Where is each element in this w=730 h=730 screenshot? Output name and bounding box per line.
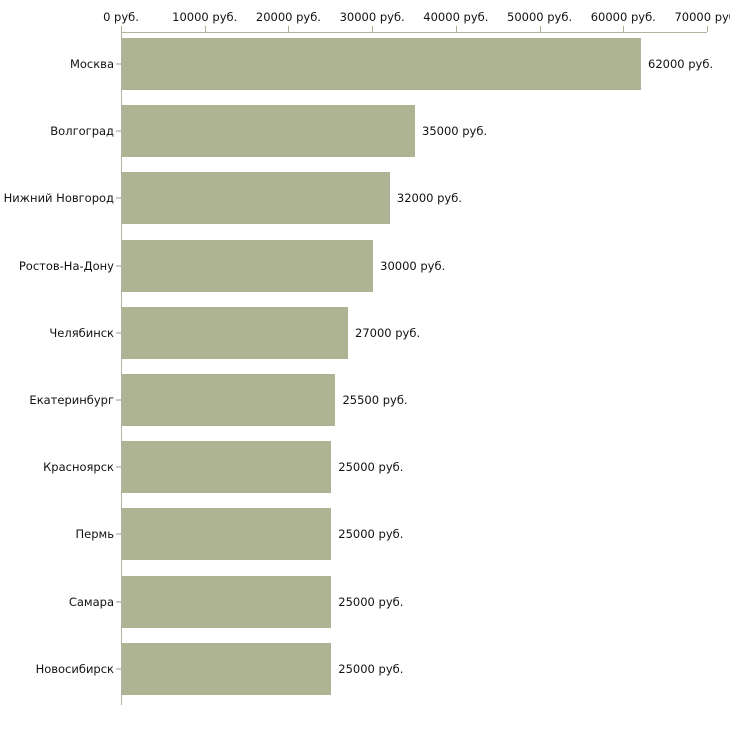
x-axis-tick-label: 10000 руб. (172, 10, 238, 24)
bar-value-label: 35000 руб. (422, 124, 488, 139)
bar (122, 306, 349, 359)
y-axis-tick (116, 466, 121, 468)
y-axis-category-label: Волгоград (50, 124, 114, 139)
bar-value-label: 25000 руб. (338, 661, 404, 676)
y-axis-tick (116, 668, 121, 670)
bar (122, 374, 336, 426)
x-axis-tick-label: 0 руб. (103, 10, 139, 24)
y-axis-category-label: Екатеринбург (29, 393, 114, 407)
x-axis-tick (288, 26, 290, 32)
x-axis-tick (372, 26, 374, 32)
y-axis-tick (116, 63, 121, 65)
bar (122, 239, 374, 292)
x-axis-tick (455, 26, 457, 32)
bar-value-label: 32000 руб. (396, 191, 462, 206)
y-axis-tick (116, 265, 121, 267)
x-axis-tick (623, 26, 625, 32)
bar (122, 105, 415, 158)
bar-value-label: 25500 руб. (342, 393, 408, 407)
y-axis-category-label: Ростов-На-Дону (18, 258, 114, 273)
y-axis-category-label: Новосибирск (35, 661, 114, 676)
y-axis-tick (116, 399, 121, 401)
x-axis-line (121, 32, 707, 33)
bar-value-label: 30000 руб. (380, 258, 446, 273)
y-axis-tick (116, 130, 121, 132)
bar (122, 508, 332, 561)
y-axis-line (121, 32, 122, 705)
y-axis-category-label: Челябинск (49, 325, 114, 340)
y-axis-category-label: Нижний Новгород (3, 191, 114, 206)
x-axis-tick-label: 60000 руб. (590, 10, 656, 24)
y-axis-tick (116, 533, 121, 535)
x-axis-tick-label: 70000 руб. (674, 10, 730, 24)
y-axis-tick (116, 197, 121, 199)
bar (122, 38, 642, 90)
x-axis-tick-label: 40000 руб. (423, 10, 489, 24)
x-axis-tick (204, 26, 206, 32)
bar (122, 441, 332, 494)
bar-value-label: 27000 руб. (355, 325, 421, 340)
bar-value-label: 25000 руб. (338, 594, 404, 609)
bar (122, 642, 332, 695)
x-axis-tick (707, 26, 708, 32)
x-axis-tick-label: 50000 руб. (507, 10, 573, 24)
y-axis-category-label: Пермь (75, 527, 114, 542)
bar-value-label: 62000 руб. (648, 57, 714, 71)
x-axis-tick-label: 20000 руб. (255, 10, 321, 24)
y-axis-category-label: Самара (68, 594, 114, 609)
y-axis-category-label: Москва (69, 57, 114, 71)
x-axis-tick (539, 26, 541, 32)
y-axis-category-label: Красноярск (43, 460, 114, 475)
bar (122, 172, 390, 225)
bar-value-label: 25000 руб. (338, 460, 404, 475)
y-axis-tick (116, 601, 121, 603)
y-axis-tick (116, 332, 121, 334)
bar-value-label: 25000 руб. (338, 527, 404, 542)
x-axis-tick-label: 30000 руб. (339, 10, 405, 24)
x-axis-tick (121, 26, 122, 32)
bar (122, 575, 332, 628)
